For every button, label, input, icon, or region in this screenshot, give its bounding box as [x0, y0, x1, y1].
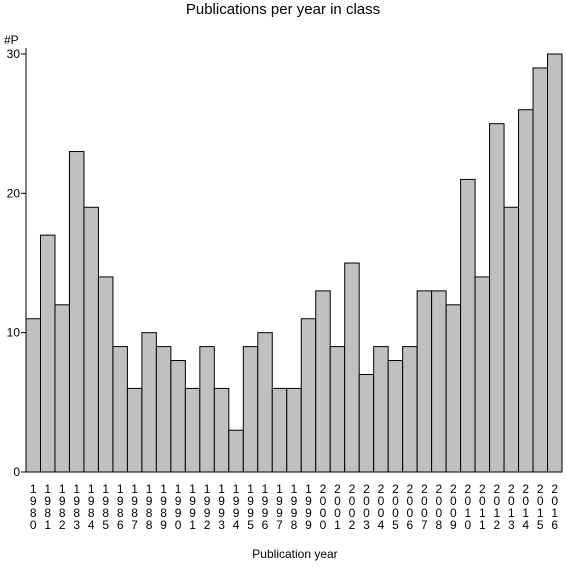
bar-2000 [315, 290, 331, 473]
bar-2005 [387, 360, 404, 473]
bar-1993 [213, 387, 230, 473]
bar-1995 [242, 346, 259, 473]
bar-1982 [54, 304, 70, 473]
bar-2014 [518, 109, 534, 473]
bar-1992 [199, 346, 215, 473]
bar-2002 [344, 262, 360, 473]
bar-2008 [431, 290, 447, 473]
bar-2016 [547, 53, 563, 473]
bar-1994 [228, 429, 244, 473]
chart-title: Publications per year in class [186, 1, 380, 18]
bar-2012 [489, 123, 505, 473]
bar-1989 [155, 346, 172, 473]
bar-2011 [474, 276, 491, 473]
bar-1997 [271, 387, 288, 473]
bar-1986 [112, 346, 128, 473]
bar-2003 [358, 373, 375, 473]
y-tick-label-20: 20 [7, 186, 21, 200]
bar-1981 [39, 234, 56, 473]
y-tick-label-10: 10 [7, 326, 21, 340]
bar-1983 [68, 151, 85, 473]
bar-2004 [373, 346, 389, 473]
bar-2001 [329, 346, 346, 473]
bar-1996 [257, 332, 273, 473]
bar-1998 [286, 387, 302, 473]
bar-2006 [402, 346, 418, 473]
y-tick-label-30: 30 [7, 47, 21, 61]
bar-2013 [503, 206, 520, 473]
bar-2007 [416, 290, 433, 473]
y-axis-label: #P [4, 33, 19, 47]
plot-area: 0 10 20 30 1 9 8 0 1 9 8 1 1 9 8 2 1 9 8 3 1 9 8 4 1 9 8 5 1 9 8 6 1 9 8 7 1… [7, 47, 563, 532]
bar-2010 [460, 178, 476, 473]
bar-1990 [170, 360, 186, 473]
y-tick-label-0: 0 [13, 465, 20, 479]
x-axis-title: Publication year [252, 547, 337, 561]
bar-1988 [141, 332, 157, 473]
bar-1999 [300, 318, 317, 473]
bar-2015 [532, 67, 549, 473]
bar-2009 [445, 304, 462, 473]
bar-1985 [97, 276, 114, 473]
bar-1984 [83, 206, 99, 473]
bar-1991 [184, 387, 201, 473]
bar-1980 [25, 318, 41, 473]
bar-1987 [126, 387, 143, 473]
